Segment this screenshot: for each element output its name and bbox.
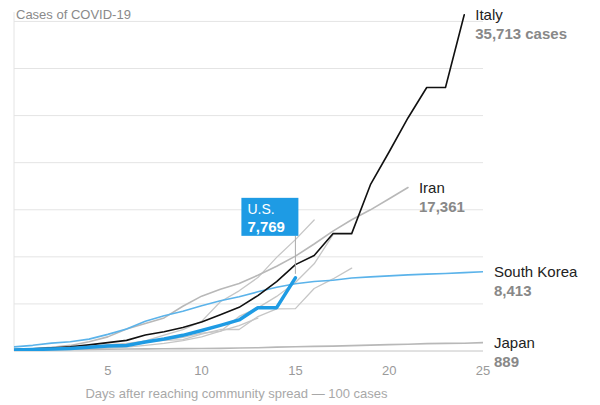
grid-line [14, 162, 483, 163]
series-line [14, 235, 333, 350]
value-label: 889 [494, 353, 519, 370]
value-label: 35,713 cases [475, 25, 567, 42]
x-tick-label: 10 [194, 363, 208, 378]
grid-line [14, 68, 483, 69]
x-axis-label: Days after reaching community spread — 1… [85, 386, 388, 401]
grid-line [14, 303, 483, 304]
series-line [14, 278, 295, 350]
x-tick-label: 20 [382, 363, 396, 378]
label-box [241, 198, 298, 236]
y-axis-line [14, 12, 15, 351]
grid-line [14, 351, 483, 352]
series-name: U.S. [247, 201, 274, 217]
series-name: South Korea [494, 263, 578, 280]
grid-line [14, 256, 483, 257]
value-label: 17,361 [419, 198, 465, 215]
series-line [14, 268, 352, 350]
x-ticks: 5 10 15 20 25 [104, 363, 490, 378]
series-line [14, 188, 408, 350]
title: Cases of COVID-19 [16, 7, 131, 22]
label-connector [295, 236, 296, 274]
value-label: 8,413 [494, 282, 532, 299]
grid-line [14, 115, 483, 116]
series-name: Italy [475, 6, 503, 23]
chart: 5 10 15 20 25 Cases of COVID-19 Days after rea… [0, 0, 600, 405]
series-name: Iran [419, 179, 445, 196]
x-tick-label: 15 [288, 363, 302, 378]
series-name: Japan [494, 334, 535, 351]
series-line [14, 15, 464, 350]
x-tick-label: 5 [104, 363, 111, 378]
lines [14, 15, 483, 350]
series-line [14, 272, 483, 347]
x-axis-line [14, 351, 483, 352]
labels: Japan 889 Iran 17,361 South Korea 8,413 Italy 3… [241, 6, 578, 370]
value-label: 7,769 [247, 218, 285, 235]
x-tick-label: 25 [476, 363, 490, 378]
series-line [14, 220, 314, 350]
